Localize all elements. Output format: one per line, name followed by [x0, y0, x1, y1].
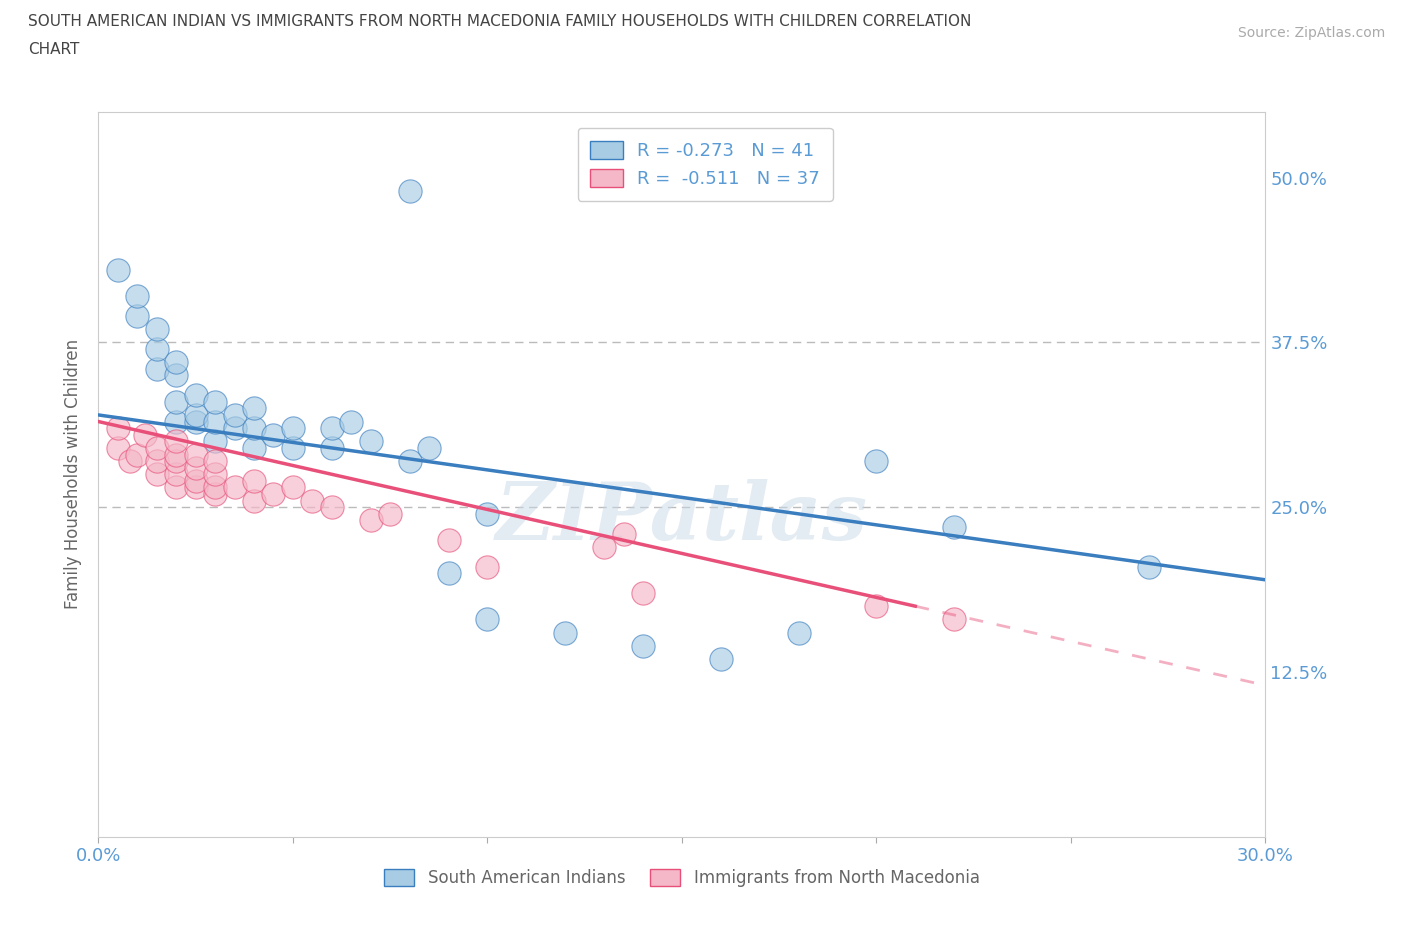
Point: [437, 533, 460, 548]
Point: [146, 362, 169, 377]
Point: [398, 454, 420, 469]
Point: [184, 388, 207, 403]
Point: [204, 434, 226, 449]
Point: [204, 486, 226, 501]
Point: [281, 441, 304, 456]
Point: [184, 473, 207, 488]
Point: [224, 420, 246, 435]
Point: [184, 407, 207, 422]
Point: [165, 447, 187, 462]
Point: [418, 441, 440, 456]
Point: [165, 467, 187, 482]
Point: [146, 341, 169, 356]
Point: [554, 625, 576, 640]
Point: [118, 454, 141, 469]
Point: [262, 486, 284, 501]
Point: [1137, 559, 1160, 574]
Legend: South American Indians, Immigrants from North Macedonia: South American Indians, Immigrants from …: [378, 862, 986, 894]
Point: [437, 565, 460, 580]
Text: SOUTH AMERICAN INDIAN VS IMMIGRANTS FROM NORTH MACEDONIA FAMILY HOUSEHOLDS WITH : SOUTH AMERICAN INDIAN VS IMMIGRANTS FROM…: [28, 14, 972, 29]
Point: [165, 414, 187, 429]
Point: [204, 467, 226, 482]
Point: [224, 407, 246, 422]
Point: [281, 480, 304, 495]
Point: [865, 599, 887, 614]
Point: [127, 447, 149, 462]
Point: [184, 460, 207, 475]
Point: [107, 441, 129, 456]
Point: [378, 507, 402, 522]
Point: [631, 638, 654, 653]
Point: [321, 499, 343, 514]
Point: [146, 454, 169, 469]
Point: [243, 493, 266, 508]
Point: [204, 394, 226, 409]
Point: [477, 559, 499, 574]
Point: [165, 394, 187, 409]
Point: [204, 414, 226, 429]
Text: Source: ZipAtlas.com: Source: ZipAtlas.com: [1237, 26, 1385, 40]
Point: [165, 434, 187, 449]
Point: [204, 480, 226, 495]
Y-axis label: Family Households with Children: Family Households with Children: [65, 339, 83, 609]
Point: [710, 652, 733, 667]
Point: [613, 526, 636, 541]
Point: [340, 414, 363, 429]
Point: [184, 447, 207, 462]
Point: [127, 289, 149, 304]
Point: [107, 420, 129, 435]
Point: [224, 480, 246, 495]
Point: [243, 401, 266, 416]
Point: [146, 441, 169, 456]
Point: [165, 354, 187, 369]
Point: [398, 183, 420, 198]
Point: [631, 586, 654, 601]
Point: [243, 473, 266, 488]
Point: [301, 493, 323, 508]
Point: [127, 309, 149, 324]
Point: [243, 441, 266, 456]
Point: [165, 454, 187, 469]
Point: [204, 454, 226, 469]
Point: [165, 368, 187, 383]
Point: [943, 612, 966, 627]
Point: [593, 539, 616, 554]
Point: [243, 420, 266, 435]
Point: [321, 420, 343, 435]
Point: [107, 262, 129, 277]
Point: [787, 625, 810, 640]
Point: [360, 513, 382, 528]
Point: [184, 414, 207, 429]
Point: [134, 427, 156, 442]
Point: [281, 420, 304, 435]
Point: [146, 467, 169, 482]
Point: [477, 507, 499, 522]
Text: ZIPatlas: ZIPatlas: [496, 479, 868, 556]
Point: [184, 480, 207, 495]
Point: [360, 434, 382, 449]
Point: [165, 480, 187, 495]
Point: [262, 427, 284, 442]
Point: [477, 612, 499, 627]
Point: [321, 441, 343, 456]
Point: [146, 322, 169, 337]
Point: [865, 454, 887, 469]
Point: [943, 520, 966, 535]
Text: CHART: CHART: [28, 42, 80, 57]
